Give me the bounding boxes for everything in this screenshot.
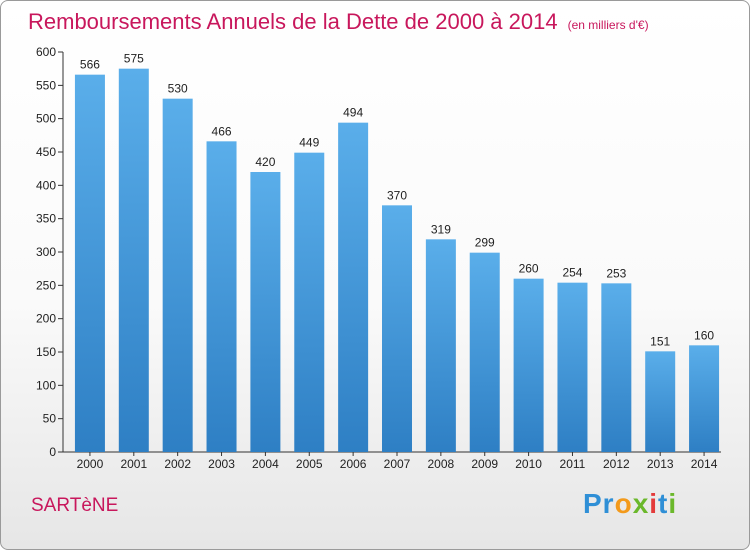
y-tick-label: 550 (36, 78, 56, 92)
x-tick-label-2005: 2005 (296, 457, 323, 471)
bar-2013 (645, 351, 676, 452)
chart-title-text: Remboursements Annuels de la Dette de 20… (28, 9, 558, 34)
y-tick-label: 400 (36, 178, 56, 192)
y-tick-label: 100 (36, 378, 56, 392)
x-tick-label-2004: 2004 (252, 457, 279, 471)
chart-axes: 0 50 100 150 200 250 300 350 400 450 500 550 600 2000… (36, 45, 721, 471)
bar-2014 (689, 345, 720, 452)
y-tick-label: 600 (36, 45, 56, 59)
bar-2008 (425, 239, 456, 452)
y-tick-label: 500 (36, 112, 56, 126)
value-label-2004: 420 (255, 155, 275, 169)
value-label-2000: 566 (80, 58, 100, 72)
y-tick-label: 300 (36, 245, 56, 259)
bar-2003 (206, 141, 237, 453)
y-tick-label: 250 (36, 278, 56, 292)
proxiti-logo: Proxiti (583, 488, 677, 520)
x-tick-label-2011: 2011 (560, 457, 586, 471)
bar-2006 (338, 122, 369, 453)
logo-part-6: i (668, 488, 678, 519)
chart-bars: 566 575 530 466 420 449 494 370 319 299 260 254 253 1… (74, 52, 720, 453)
x-tick-label-2000: 2000 (77, 457, 104, 471)
bar-2007 (382, 205, 412, 452)
value-label-2003: 466 (212, 124, 232, 138)
y-tick-label: 200 (36, 312, 56, 326)
bar-2012 (601, 283, 632, 452)
y-tick-label: 150 (36, 345, 56, 359)
bar-2009 (469, 252, 500, 452)
x-tick-label-2002: 2002 (164, 457, 191, 471)
chart-title: Remboursements Annuels de la Dette de 20… (28, 9, 649, 35)
x-tick-label-2009: 2009 (471, 457, 498, 471)
bar-2010 (513, 278, 544, 452)
bar-2001 (118, 68, 149, 453)
value-label-2007: 370 (387, 188, 407, 202)
x-tick-label-2007: 2007 (384, 457, 411, 471)
value-label-2010: 260 (519, 262, 539, 276)
logo-part-3: x (632, 488, 650, 519)
y-tick-label: 0 (49, 445, 56, 459)
value-label-2014: 160 (694, 328, 714, 342)
bar-2004 (250, 172, 281, 452)
value-label-2002: 530 (168, 82, 188, 96)
x-tick-label-2010: 2010 (515, 457, 542, 471)
chart-subtitle: (en milliers d'€) (567, 18, 649, 32)
logo-part-4: i (649, 488, 659, 519)
bar-2005 (294, 152, 325, 452)
value-label-2006: 494 (343, 106, 363, 120)
x-tick-label-2003: 2003 (208, 457, 235, 471)
x-tick-label-2006: 2006 (340, 457, 367, 471)
x-tick-label-2012: 2012 (603, 457, 630, 471)
bar-2000 (74, 74, 105, 453)
value-label-2013: 151 (650, 334, 670, 348)
logo-part-2: o (614, 488, 633, 519)
y-tick-label: 50 (43, 412, 57, 426)
bar-2002 (162, 98, 193, 453)
x-tick-label-2008: 2008 (428, 457, 455, 471)
x-tick-label-2013: 2013 (647, 457, 674, 471)
value-label-2009: 299 (475, 236, 495, 250)
value-label-2011: 254 (562, 266, 582, 280)
town-name: SARTèNE (31, 495, 119, 516)
value-label-2001: 575 (124, 52, 144, 66)
bar-2011 (557, 282, 588, 452)
value-label-2005: 449 (299, 136, 319, 150)
y-tick-label: 350 (36, 212, 56, 226)
value-label-2008: 319 (431, 222, 451, 236)
x-tick-label-2001: 2001 (120, 457, 147, 471)
x-tick-label-2014: 2014 (691, 457, 718, 471)
y-tick-label: 450 (36, 145, 56, 159)
value-label-2012: 253 (606, 266, 626, 280)
logo-part-1: Pr (583, 488, 615, 519)
logo-part-5: t (658, 488, 669, 519)
